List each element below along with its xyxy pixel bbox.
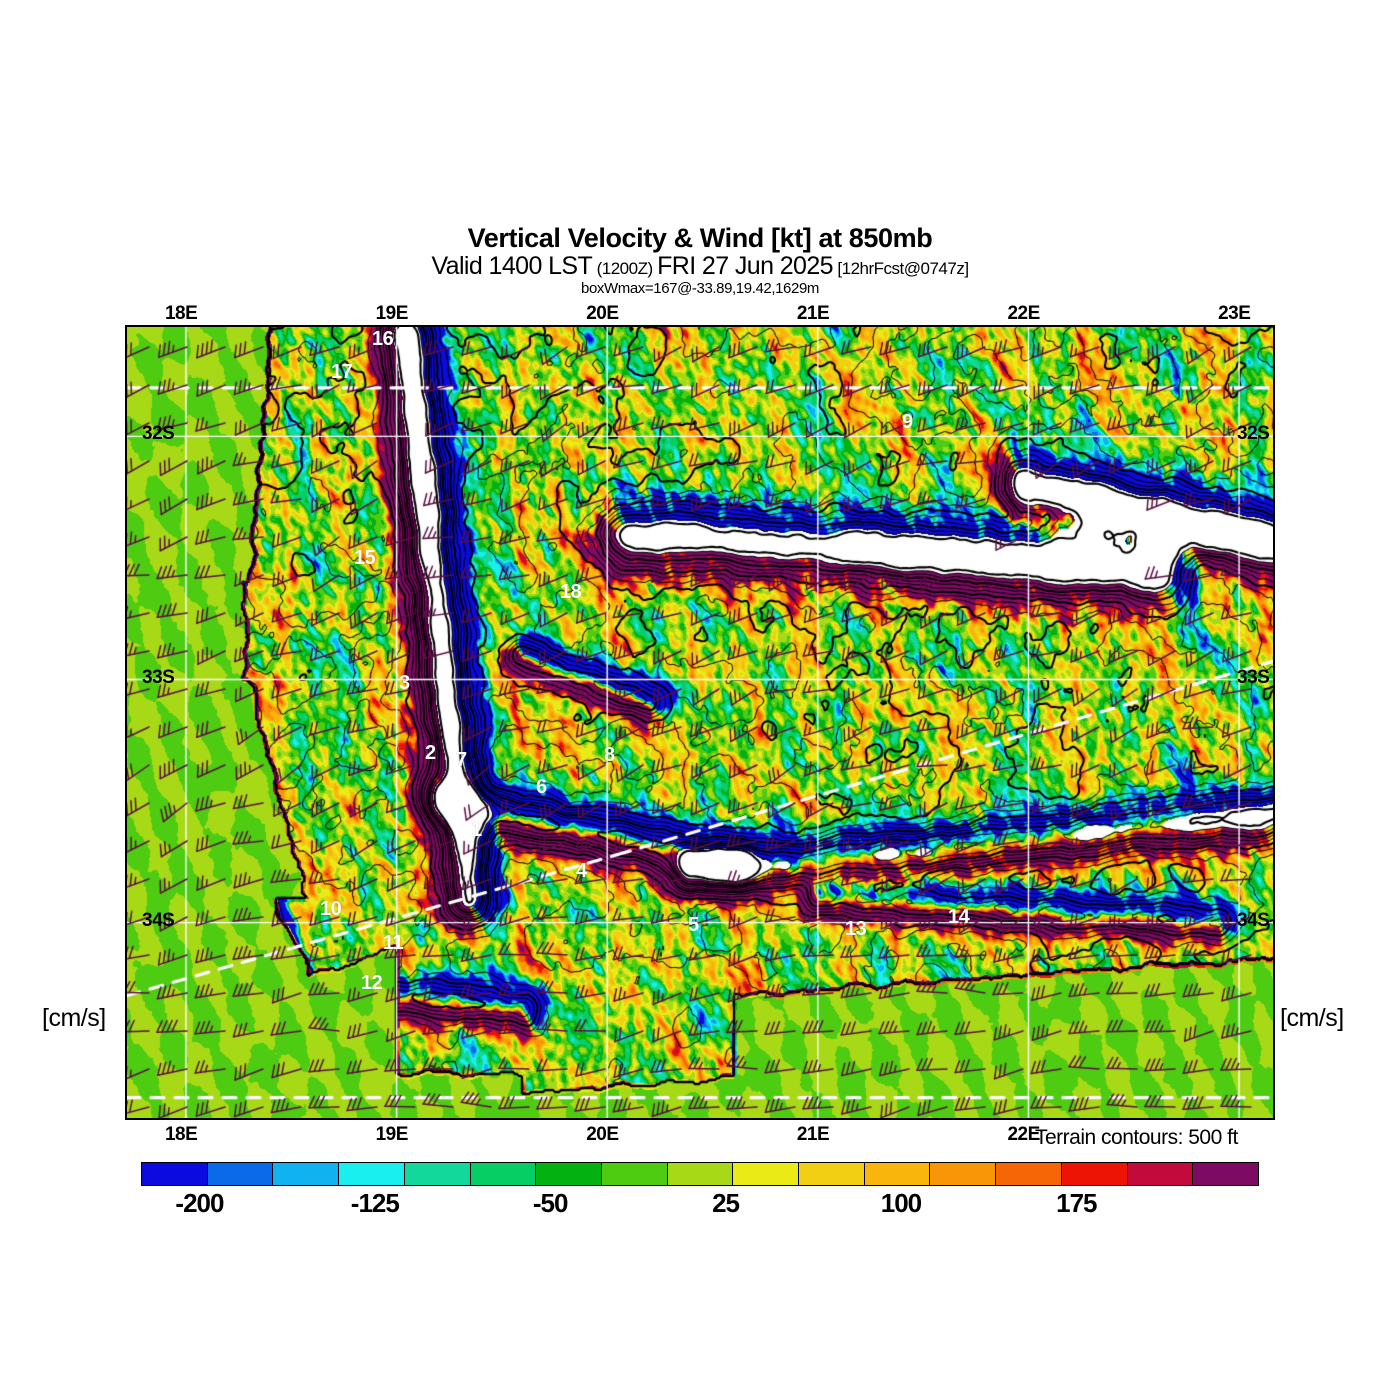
map-panel[interactable] — [125, 325, 1275, 1120]
lon-label-bottom-19E: 19E — [375, 1124, 409, 1145]
site-label-14: 14 — [948, 906, 970, 928]
colorbar-segment-2 — [273, 1163, 340, 1185]
colorbar-segment-7 — [601, 1163, 668, 1185]
colorbar-tick--125: -125 — [350, 1188, 400, 1218]
lon-label-bottom-18E: 18E — [164, 1124, 198, 1145]
colorbar-segment-16 — [1193, 1163, 1258, 1185]
lon-label-bottom-20E: 20E — [586, 1124, 619, 1145]
site-label-16: 16 — [372, 328, 394, 350]
vertical-velocity-field — [127, 327, 1273, 1118]
colorbar-tick--50: -50 — [532, 1188, 569, 1218]
site-label-9: 9 — [902, 411, 913, 433]
lon-label-top-18E: 18E — [164, 303, 198, 324]
colorbar-segment-9 — [733, 1163, 800, 1185]
lon-label-top-23E: 23E — [1218, 303, 1251, 324]
lon-label-top-19E: 19E — [375, 303, 409, 324]
valid-prefix: Valid 1400 LST — [431, 252, 593, 281]
colorbar-segment-0 — [142, 1163, 208, 1185]
colorbar — [141, 1162, 1259, 1186]
lon-label-top-20E: 20E — [586, 303, 619, 324]
site-label-13: 13 — [845, 918, 867, 940]
unit-label-right: [cm/s] — [1280, 1004, 1344, 1032]
valid-time-line: Valid 1400 LST (1200Z) FRI 27 Jun 2025 [… — [0, 253, 1400, 279]
boxwmax-annotation: boxWmax=167@-33.89,19.42,1629m — [581, 279, 819, 297]
colorbar-segment-10 — [799, 1163, 865, 1185]
site-label-11: 11 — [383, 932, 404, 954]
colorbar-segment-4 — [404, 1163, 471, 1185]
site-label-15: 15 — [354, 547, 376, 569]
site-label-17: 17 — [331, 361, 353, 383]
site-label-5: 5 — [688, 914, 699, 936]
unit-label-left: [cm/s] — [42, 1004, 106, 1032]
terrain-contour-note: Terrain contours: 500 ft — [1035, 1126, 1238, 1149]
colorbar-segment-5 — [470, 1163, 537, 1185]
site-label-10: 10 — [320, 898, 342, 920]
site-label-12: 12 — [361, 972, 383, 994]
colorbar-segment-1 — [207, 1163, 274, 1185]
lat-label-right-34S: 34S — [1237, 909, 1270, 931]
forecast-tag: [12hrFcst@0747z] — [837, 259, 969, 279]
lat-label-left-33S: 33S — [142, 666, 175, 688]
lat-label-left-34S: 34S — [142, 909, 175, 931]
colorbar-segment-15 — [1127, 1163, 1194, 1185]
site-label-6: 6 — [536, 776, 547, 798]
colorbar-tick--200: -200 — [175, 1188, 224, 1218]
lat-label-right-32S: 32S — [1237, 423, 1270, 445]
lon-label-top-21E: 21E — [796, 303, 830, 324]
colorbar-tick-25: 25 — [712, 1188, 740, 1218]
lon-label-top-22E: 22E — [1007, 303, 1040, 324]
colorbar-segment-11 — [864, 1163, 931, 1185]
colorbar-tick-100: 100 — [880, 1188, 922, 1218]
colorbar-segment-12 — [930, 1163, 997, 1185]
site-label-1: 1 — [471, 819, 482, 841]
lon-label-bottom-22E: 22E — [1007, 1124, 1040, 1145]
colorbar-segment-13 — [996, 1163, 1062, 1185]
colorbar-tick-175: 175 — [1056, 1188, 1097, 1218]
colorbar-segment-14 — [1061, 1163, 1128, 1185]
site-label-18: 18 — [560, 581, 582, 603]
colorbar-segment-6 — [536, 1163, 602, 1185]
lon-label-bottom-21E: 21E — [796, 1124, 830, 1145]
site-label-2: 2 — [425, 742, 436, 764]
title-block: Vertical Velocity & Wind [kt] at 850mb V… — [0, 224, 1400, 297]
valid-date: FRI 27 Jun 2025 — [657, 252, 833, 281]
valid-zulu: (1200Z) — [596, 259, 654, 279]
colorbar-segment-3 — [339, 1163, 405, 1185]
colorbar-segment-8 — [667, 1163, 734, 1185]
lat-label-left-32S: 32S — [142, 423, 175, 445]
page-title: Vertical Velocity & Wind [kt] at 850mb — [467, 223, 933, 253]
site-label-4: 4 — [576, 860, 587, 882]
lat-label-right-33S: 33S — [1237, 666, 1270, 688]
colorbar-tick-labels: -200 -125 -50 25 100 175 — [141, 1188, 1259, 1224]
site-label-8: 8 — [604, 744, 615, 766]
site-label-3: 3 — [399, 672, 410, 694]
site-label-7: 7 — [456, 749, 467, 771]
